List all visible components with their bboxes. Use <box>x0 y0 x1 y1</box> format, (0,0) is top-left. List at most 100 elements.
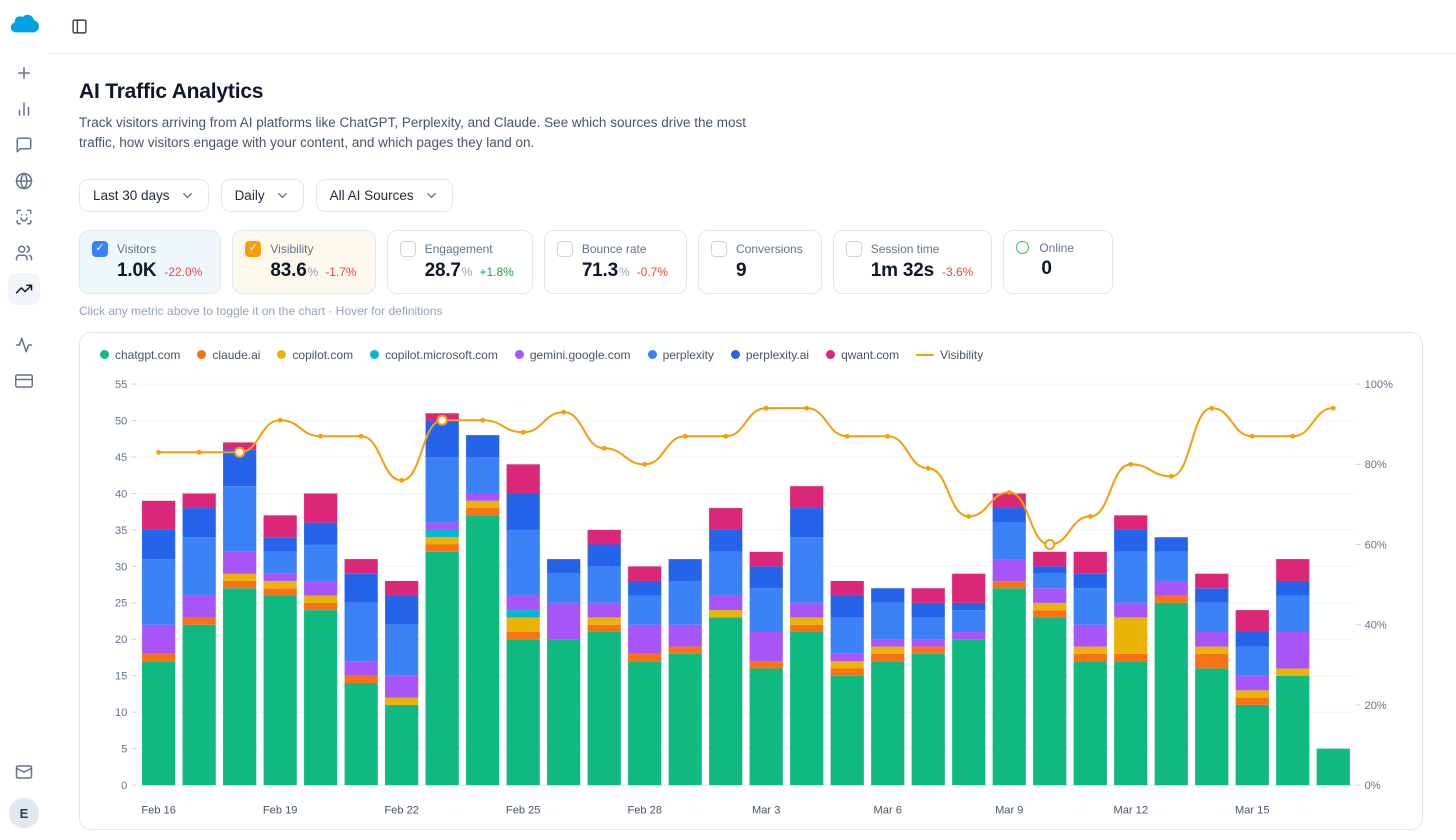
legend-dot-icon <box>370 350 380 359</box>
engagement-checkbox[interactable] <box>399 240 416 257</box>
chat-icon <box>16 137 32 153</box>
svg-text:50: 50 <box>115 415 127 427</box>
date-range-dropdown[interactable]: Last 30 days <box>79 178 209 212</box>
metric-suffix: % <box>461 264 473 279</box>
metric-card-conversions[interactable]: Conversions 9 <box>698 229 822 294</box>
svg-text:80%: 80% <box>1365 459 1387 471</box>
page-description: Track visitors arriving from AI platform… <box>79 115 746 151</box>
svg-text:Feb 25: Feb 25 <box>506 804 541 816</box>
svg-text:Feb 19: Feb 19 <box>263 804 298 816</box>
legend-dot-icon <box>647 350 657 359</box>
chart-hint-text: Click any metric above to toggle it on t… <box>79 303 443 318</box>
svg-text:Mar 6: Mar 6 <box>874 804 902 816</box>
legend-item[interactable]: copilot.microsoft.com <box>370 348 498 362</box>
sidebar-item-inbox[interactable] <box>8 756 40 788</box>
legend-item[interactable]: chatgpt.com <box>100 348 180 362</box>
sidebar-bottom: E <box>8 756 40 828</box>
svg-text:Feb 28: Feb 28 <box>627 804 662 816</box>
metric-card-bounce-rate[interactable]: Bounce rate 71.3 % -0.7% <box>543 229 688 294</box>
svg-text:Mar 3: Mar 3 <box>752 804 780 816</box>
credit-card-icon <box>15 374 33 388</box>
chevron-down-icon <box>277 192 287 198</box>
sources-value: All AI Sources <box>329 187 414 203</box>
metric-value: 28.7 <box>424 259 461 281</box>
svg-text:20: 20 <box>115 634 127 646</box>
sidebar-item-ai-traffic[interactable] <box>8 273 40 305</box>
sidebar-item-activity[interactable] <box>8 329 40 361</box>
users-icon <box>15 245 33 261</box>
traffic-chart[interactable]: 0 5 10 15 20 25 30 35 40 45 50 55 0% 20% 40% 60% 80% 100%… <box>86 370 1416 825</box>
metric-delta: -0.7% <box>636 264 669 279</box>
user-avatar[interactable]: E <box>9 798 39 828</box>
chevron-down-icon <box>182 192 192 198</box>
metric-delta: -3.6% <box>941 264 974 279</box>
chart-wrap: 0 5 10 15 20 25 30 35 40 45 50 55 0% 20% 40% 60% 80% 100%… <box>86 370 1416 825</box>
legend-dot-icon <box>730 350 740 359</box>
svg-text:Feb 22: Feb 22 <box>384 804 419 816</box>
visibility-checkbox[interactable] <box>245 240 262 257</box>
chevron-down-icon <box>426 192 436 198</box>
granularity-value: Daily <box>234 187 265 203</box>
svg-text:Mar 12: Mar 12 <box>1114 804 1148 816</box>
legend-dot-icon <box>277 350 287 359</box>
metric-label: Engagement <box>424 241 493 256</box>
legend-item[interactable]: claude.ai <box>197 348 260 362</box>
metric-value: 1m 32s <box>870 259 934 281</box>
chart-legend: chatgpt.com claude.ai copilot.com copilot.m… <box>86 348 1416 362</box>
metric-card-visitors[interactable]: Visitors 1.0K -22.0% <box>79 229 222 294</box>
metric-delta: -22.0% <box>164 264 203 279</box>
sidebar-toggle-button[interactable] <box>64 12 94 42</box>
svg-text:15: 15 <box>115 670 127 682</box>
metric-label: Visibility <box>270 241 314 256</box>
granularity-dropdown[interactable]: Daily <box>220 178 304 212</box>
plus-icon <box>18 67 30 79</box>
svg-text:Mar 9: Mar 9 <box>995 804 1023 816</box>
filters-row: Last 30 days Daily All AI Sources <box>79 178 1423 212</box>
legend-item-line[interactable]: Visibility <box>916 348 983 362</box>
sidebar-item-analytics[interactable] <box>8 93 40 125</box>
metric-delta: -1.7% <box>325 264 357 279</box>
sidebar-item-messages[interactable] <box>8 129 40 161</box>
legend-item[interactable]: qwant.com <box>826 348 899 362</box>
online-indicator-icon <box>1016 241 1030 254</box>
bar-chart-icon <box>18 102 30 116</box>
svg-text:25: 25 <box>115 597 127 609</box>
svg-text:0%: 0% <box>1365 779 1381 791</box>
sidebar-item-billing[interactable] <box>8 365 40 397</box>
svg-text:Feb 16: Feb 16 <box>141 804 176 816</box>
legend-dot-icon <box>100 350 109 359</box>
legend-item[interactable]: perplexity <box>647 348 714 362</box>
topbar <box>48 0 1456 54</box>
svg-text:40: 40 <box>115 488 127 500</box>
sources-dropdown[interactable]: All AI Sources <box>315 178 453 212</box>
mail-icon <box>15 765 33 779</box>
sidebar-item-web[interactable] <box>8 165 40 197</box>
sidebar-item-audience[interactable] <box>8 237 40 269</box>
svg-text:10: 10 <box>115 707 127 719</box>
sidebar-item-new[interactable] <box>8 57 40 89</box>
svg-text:Mar 15: Mar 15 <box>1235 804 1269 816</box>
session-time-checkbox[interactable] <box>845 240 862 257</box>
metrics-row: Visitors 1.0K -22.0% Visibility 83.6 <box>79 229 1423 294</box>
metric-card-session-time[interactable]: Session time 1m 32s -3.6% <box>832 229 993 294</box>
visitors-checkbox[interactable] <box>92 240 108 257</box>
bounce-rate-checkbox[interactable] <box>556 240 573 257</box>
conversions-checkbox[interactable] <box>711 240 728 257</box>
legend-item[interactable]: perplexity.ai <box>730 348 809 362</box>
metric-value: 71.3 <box>581 259 618 281</box>
metric-value: 9 <box>736 259 747 281</box>
svg-text:0: 0 <box>121 779 127 791</box>
metric-suffix: % <box>619 264 630 279</box>
sidebar-nav <box>8 57 40 397</box>
legend-item[interactable]: copilot.com <box>277 348 353 362</box>
metric-card-online[interactable]: Online 0 <box>1003 229 1114 294</box>
metric-value: 83.6 <box>270 259 307 281</box>
legend-item[interactable]: gemini.google.com <box>514 348 631 362</box>
metric-label: Online <box>1039 240 1075 255</box>
svg-text:45: 45 <box>115 451 127 463</box>
metric-label: Bounce rate <box>581 241 647 256</box>
sidebar-item-identity[interactable] <box>8 201 40 233</box>
metric-card-engagement[interactable]: Engagement 28.7 % +1.8% <box>386 229 533 294</box>
cloud-logo <box>10 14 39 33</box>
metric-card-visibility[interactable]: Visibility 83.6 % -1.7% <box>232 229 376 294</box>
